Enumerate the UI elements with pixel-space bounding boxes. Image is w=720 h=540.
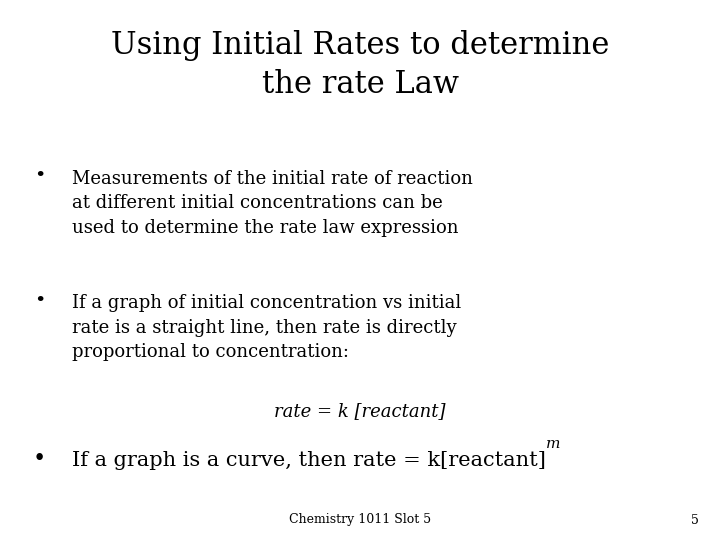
Text: •: • bbox=[34, 167, 45, 185]
Text: •: • bbox=[34, 292, 45, 309]
Text: •: • bbox=[33, 448, 46, 470]
Text: m: m bbox=[546, 437, 560, 451]
Text: Measurements of the initial rate of reaction
at different initial concentrations: Measurements of the initial rate of reac… bbox=[72, 170, 473, 237]
Text: If a graph of initial concentration vs initial
rate is a straight line, then rat: If a graph of initial concentration vs i… bbox=[72, 294, 462, 361]
Text: Using Initial Rates to determine
the rate Law: Using Initial Rates to determine the rat… bbox=[111, 30, 609, 100]
Text: rate = k [reactant]: rate = k [reactant] bbox=[274, 402, 446, 420]
Text: Chemistry 1011 Slot 5: Chemistry 1011 Slot 5 bbox=[289, 514, 431, 526]
Text: If a graph is a curve, then rate = k[reactant]: If a graph is a curve, then rate = k[rea… bbox=[72, 451, 546, 470]
Text: 5: 5 bbox=[690, 514, 698, 526]
